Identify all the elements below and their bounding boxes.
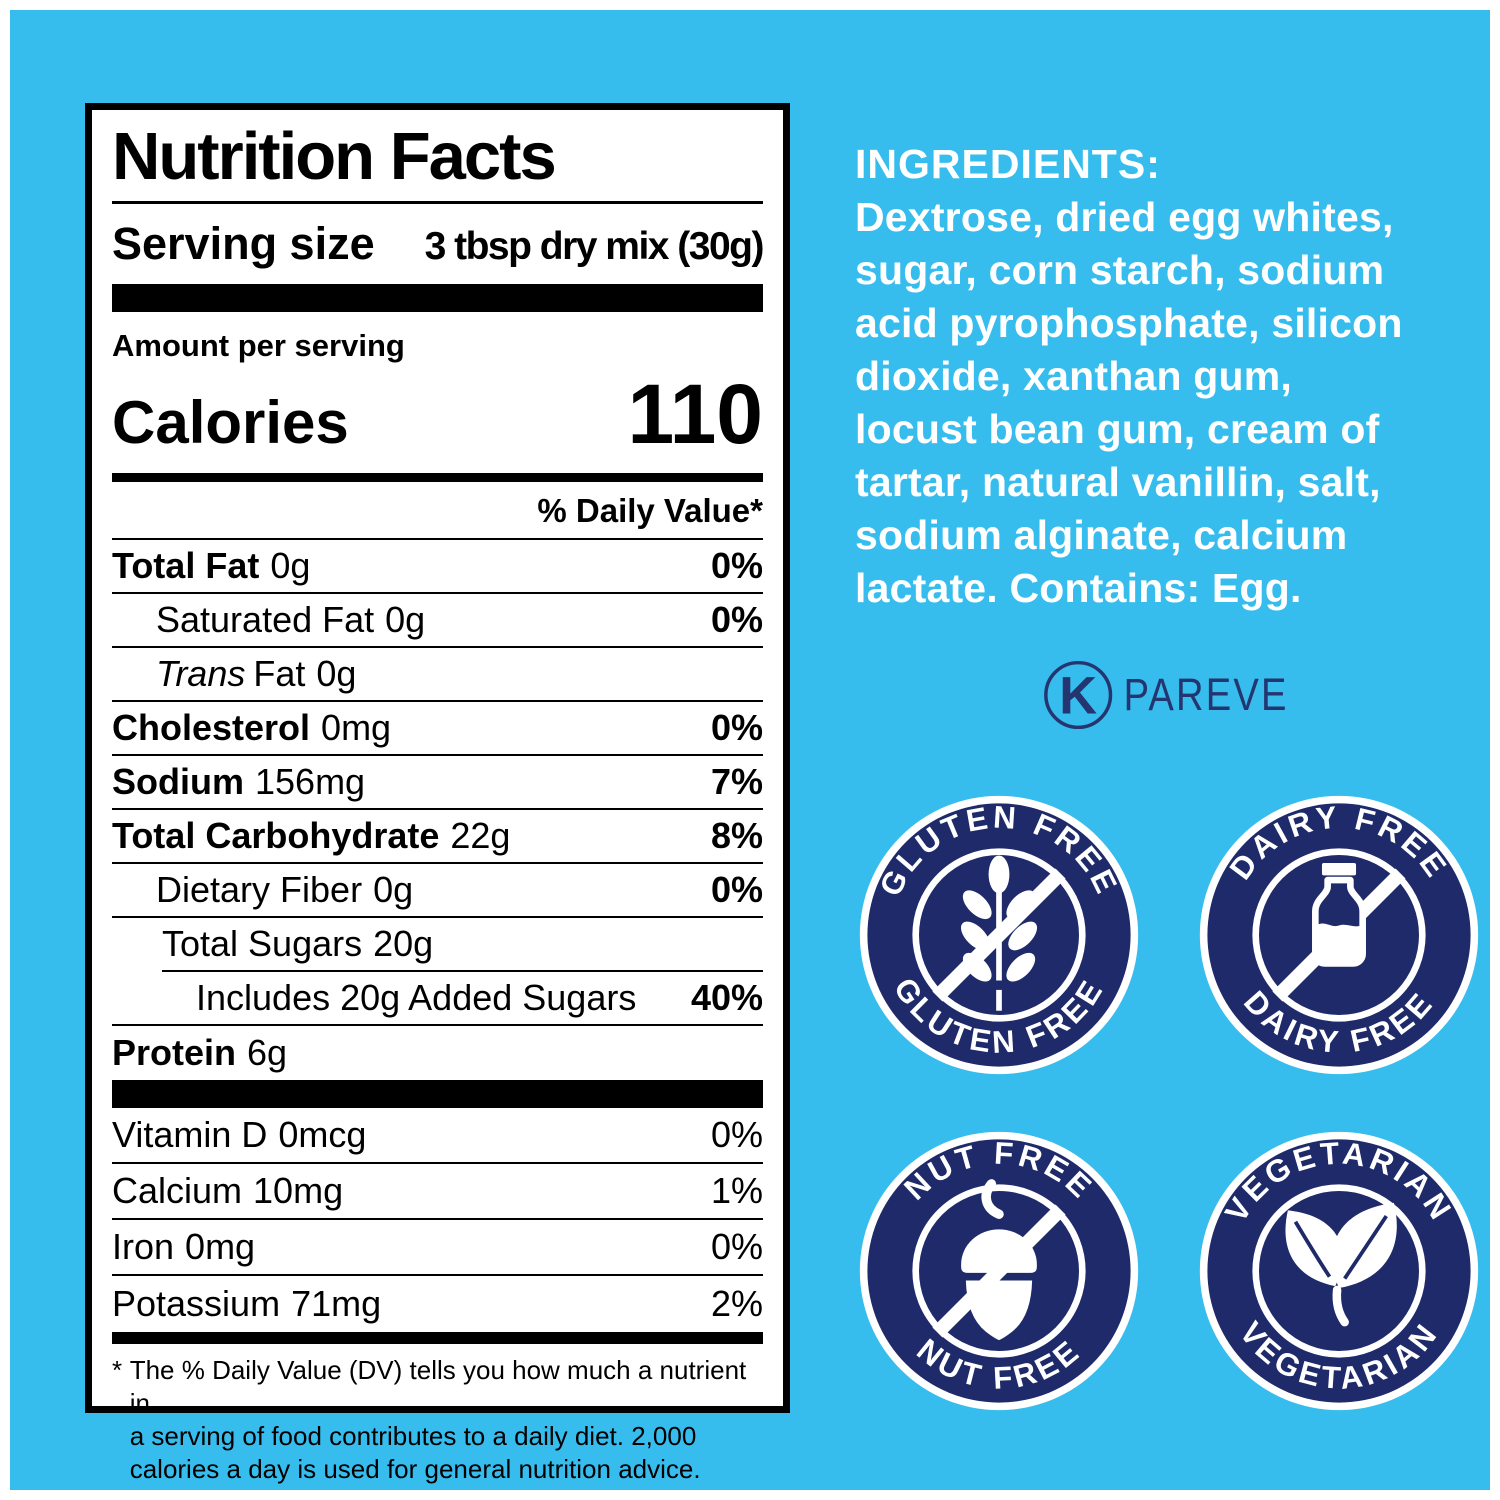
serving-size-label: Serving size — [112, 218, 375, 269]
nutrient-row-saturated-fat: Saturated Fat 0g 0% — [112, 594, 763, 648]
nutrient-row-total-sugars: Total Sugars 20g — [162, 918, 763, 972]
thick-divider-bar — [112, 1080, 763, 1108]
vitamin-row-potassium: Potassium 71mg 2% — [112, 1283, 763, 1324]
leaves-icon — [1285, 1202, 1397, 1327]
medium-divider-bar — [112, 473, 763, 482]
nutrition-facts-panel: Nutrition Facts Serving size 3 tbsp dry … — [85, 103, 790, 1484]
vitamin-row-iron: Iron 0mg 0% — [112, 1220, 763, 1276]
ingredients-text: Dextrose, dried egg whites, sugar, corn … — [855, 194, 1403, 611]
amount-per-serving-label: Amount per serving — [112, 328, 405, 363]
kosher-pareve-mark: K PAREVE — [855, 649, 1483, 741]
acorn-icon — [961, 1179, 1037, 1341]
semi-divider-bar — [112, 1332, 763, 1344]
nutrient-row-total-fat: Total Fat 0g 0% — [112, 540, 763, 594]
badge-dairy-free: DAIRY FREE DAIRY FREE — [1199, 795, 1479, 1075]
vitamin-row-vitamin-d: Vitamin D 0mcg 0% — [112, 1108, 763, 1164]
kosher-k-letter: K — [1059, 667, 1097, 725]
nutrient-row-sodium: Sodium 156mg 7% — [112, 756, 763, 810]
serving-size-value: 3 tbsp dry mix (30g) — [424, 225, 765, 268]
badge-vegetarian: VEGETARIAN VEGETARIAN — [1199, 1131, 1479, 1411]
wheat-icon — [960, 855, 1038, 1011]
nutrient-row-total-carbohydrate: Total Carbohydrate 22g 8% — [112, 810, 763, 864]
serving-size-row: Serving size 3 tbsp dry mix (30g) — [112, 218, 765, 270]
vitamin-row-calcium: Calcium 10mg 1% — [112, 1164, 763, 1220]
circle-k-pareve-icon: K PAREVE — [1044, 660, 1289, 730]
badge-nut-free: NUT FREE NUT FREE — [859, 1131, 1139, 1411]
milk-bottle-icon — [1312, 863, 1366, 967]
dietary-badges-grid: GLUTEN FREE GLUTEN FREE DAIRY FREE — [855, 793, 1483, 1413]
nutrient-row-added-sugars: Includes 20g Added Sugars 40% — [112, 972, 763, 1026]
calories-value: 110 — [627, 367, 763, 461]
nutrient-row-protein: Protein 6g — [112, 1032, 288, 1073]
nutrition-facts-title: Nutrition Facts — [112, 119, 557, 194]
daily-value-header: % Daily Value* — [112, 482, 763, 540]
pareve-label: PAREVE — [1124, 669, 1289, 720]
calories-label: Calories — [112, 389, 349, 456]
calories-row: Calories 110 — [112, 366, 763, 463]
daily-value-footnote: * The % Daily Value (DV) tells you how m… — [112, 1355, 747, 1484]
right-column: INGREDIENTS: Dextrose, dried egg whites,… — [855, 10, 1483, 1413]
nutrient-row-cholesterol: Cholesterol 0mg 0% — [112, 702, 763, 756]
thick-divider-bar — [112, 284, 763, 312]
divider — [112, 201, 763, 204]
ingredients-heading: INGREDIENTS: — [855, 141, 1161, 187]
badge-gluten-free: GLUTEN FREE GLUTEN FREE — [859, 795, 1139, 1075]
label-background: Nutrition Facts Serving size 3 tbsp dry … — [10, 10, 1490, 1490]
nutrient-row-dietary-fiber: Dietary Fiber 0g 0% — [112, 864, 763, 918]
nutrient-row-trans-fat: Trans Fat 0g — [112, 648, 763, 702]
